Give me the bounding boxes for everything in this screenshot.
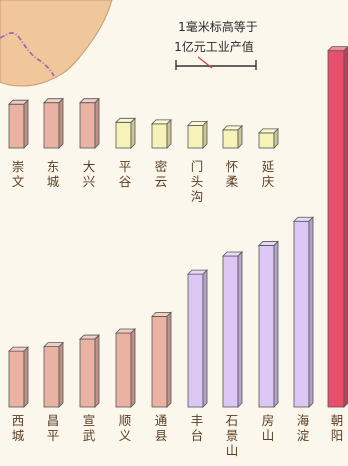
bar-side-face: [308, 216, 314, 408]
bar-front: [258, 245, 275, 408]
category-label-top-3: 平谷: [119, 159, 132, 189]
bar-front: [8, 103, 25, 149]
category-label-bottom-9: 朝阳: [331, 413, 344, 443]
bar-front: [43, 102, 60, 149]
bar-side-face: [23, 99, 29, 149]
bar-front: [8, 350, 25, 408]
category-label-bottom-0: 西城: [12, 413, 25, 443]
category-label-bottom-3: 顺义: [119, 413, 132, 443]
category-label-top-2: 大兴: [83, 159, 96, 189]
bar-front: [222, 255, 239, 408]
bar-top-0: [8, 99, 29, 149]
category-label-top-4: 密云: [155, 159, 168, 189]
bar-side-face: [58, 341, 64, 408]
bar-top-5: [187, 120, 208, 149]
bar-side-face: [94, 97, 100, 149]
bar-bottom-3: [115, 328, 136, 408]
bar-front: [222, 129, 239, 149]
bar-front: [327, 50, 345, 408]
map-region: [0, 0, 113, 87]
bar-front: [151, 315, 168, 408]
bar-side-face: [202, 120, 208, 149]
category-label-bottom-7: 房山: [262, 413, 275, 443]
scale-note-line1: 1毫米标高等于: [178, 19, 258, 34]
bar-front: [79, 102, 96, 149]
scale-pointer: [197, 56, 213, 69]
bar-front: [187, 273, 204, 408]
bar-front: [187, 124, 204, 149]
bar-bottom-6: [222, 251, 243, 408]
bar-top-2: [79, 97, 100, 149]
bar-side-face: [273, 240, 279, 408]
bar-bottom-5: [187, 269, 208, 408]
category-label-top-7: 延庆: [262, 159, 275, 189]
bar-bottom-9: [327, 46, 348, 408]
category-label-top-6: 怀柔: [226, 159, 239, 189]
bar-front: [151, 123, 168, 149]
bar-bottom-2: [79, 334, 100, 408]
bar-side-face: [166, 118, 172, 149]
bar-side-face: [130, 117, 136, 149]
bar-bottom-4: [151, 311, 172, 408]
bar-bottom-7: [258, 240, 279, 408]
scale-bar: [175, 56, 257, 70]
bar-front: [43, 346, 60, 408]
bar-bottom-8: [293, 216, 314, 408]
bar-bottom-0: [8, 346, 29, 408]
district-boundary: [0, 32, 55, 77]
bar-front: [115, 121, 132, 149]
bar-side-face: [343, 46, 348, 408]
bar-top-face: [327, 46, 348, 52]
bar-side-face: [23, 346, 29, 408]
bar-top-3: [115, 117, 136, 149]
category-label-bottom-2: 宣武: [83, 413, 96, 443]
bar-top-7: [258, 127, 279, 149]
bar-front: [258, 132, 275, 149]
category-label-bottom-4: 通县: [155, 413, 168, 443]
bar-side-face: [94, 334, 100, 408]
bar-front: [293, 220, 310, 408]
bar-top-4: [151, 118, 172, 149]
category-label-top-0: 崇文: [12, 159, 25, 189]
bar-side-face: [58, 97, 64, 149]
category-label-bottom-1: 昌平: [47, 413, 60, 443]
bar-side-face: [166, 311, 172, 408]
bar-bottom-1: [43, 341, 64, 408]
bar-top-6: [222, 124, 243, 149]
category-label-bottom-6: 石景山: [226, 413, 239, 458]
scale-legend: 1毫米标高等于 1亿元工业产值: [174, 19, 258, 70]
bar-side-face: [237, 124, 243, 149]
district-map-fragment: [0, 0, 113, 87]
bar-side-face: [130, 328, 136, 408]
category-label-bottom-5: 丰台: [191, 413, 204, 443]
bar-side-face: [237, 251, 243, 408]
bar-front: [115, 332, 132, 408]
bar-side-face: [202, 269, 208, 408]
category-label-top-5: 门头沟: [191, 159, 204, 204]
bar-front: [79, 338, 96, 408]
category-label-bottom-8: 海淀: [297, 413, 310, 443]
scale-note-line2: 1亿元工业产值: [174, 39, 254, 54]
bar-side-face: [273, 127, 279, 149]
category-label-top-1: 东城: [47, 159, 60, 189]
bar-top-1: [43, 97, 64, 149]
